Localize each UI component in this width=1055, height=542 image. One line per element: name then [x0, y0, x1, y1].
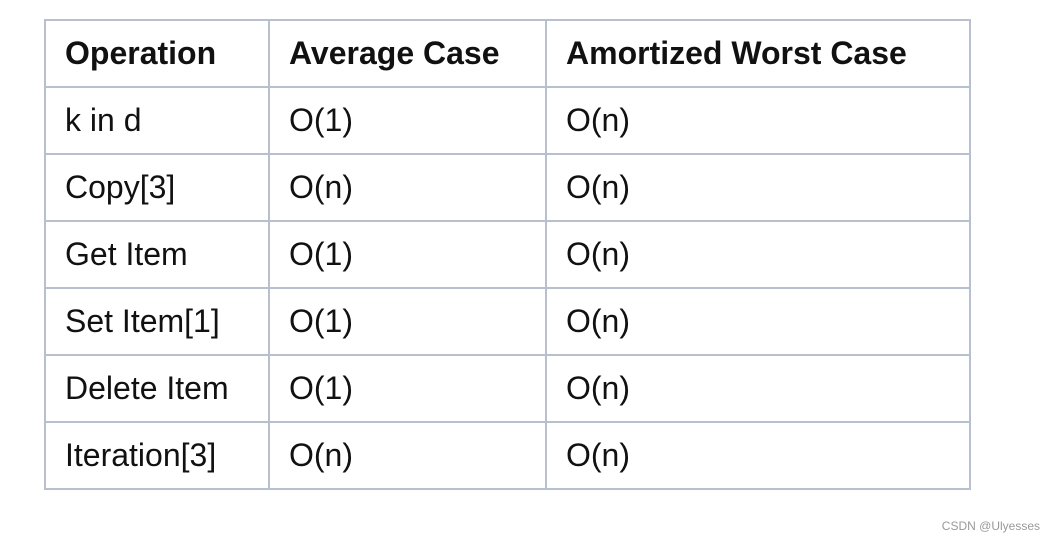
table-cell: Set Item[1]: [44, 287, 270, 356]
table-cell: O(1): [268, 220, 547, 289]
table-cell: Delete Item: [44, 354, 270, 423]
table-row: Delete Item O(1) O(n): [44, 354, 971, 423]
table-row: Copy[3] O(n) O(n): [44, 153, 971, 222]
table-cell: O(n): [545, 220, 971, 289]
header-row: Operation Average Case Amortized Worst Cas…: [44, 19, 971, 88]
header-cell: Average Case: [268, 19, 547, 88]
table-cell: Copy[3]: [44, 153, 270, 222]
table-body: k in d O(1) O(n) Copy[3] O(n) O(n) Get Item O(1…: [44, 86, 971, 490]
table-row: Get Item O(1) O(n): [44, 220, 971, 289]
table-cell: O(n): [268, 421, 547, 490]
table-cell: k in d: [44, 86, 270, 155]
table-cell: O(n): [545, 153, 971, 222]
table-row: Iteration[3] O(n) O(n): [44, 421, 971, 490]
table-cell: O(n): [545, 86, 971, 155]
table-cell: O(1): [268, 86, 547, 155]
table-cell: O(1): [268, 287, 547, 356]
table-cell: O(n): [545, 287, 971, 356]
header-cell: Operation: [44, 19, 270, 88]
table-cell: Iteration[3]: [44, 421, 270, 490]
header-cell: Amortized Worst Case: [545, 19, 971, 88]
table-cell: O(n): [545, 354, 971, 423]
table-cell: O(n): [545, 421, 971, 490]
table-row: Set Item[1] O(1) O(n): [44, 287, 971, 356]
table-cell: Get Item: [44, 220, 270, 289]
table-cell: O(n): [268, 153, 547, 222]
complexity-table: Operation Average Case Amortized Worst Cas…: [44, 19, 971, 490]
table-cell: O(1): [268, 354, 547, 423]
table-row: k in d O(1) O(n): [44, 86, 971, 155]
watermark: CSDN @Ulyesses: [941, 519, 1040, 533]
